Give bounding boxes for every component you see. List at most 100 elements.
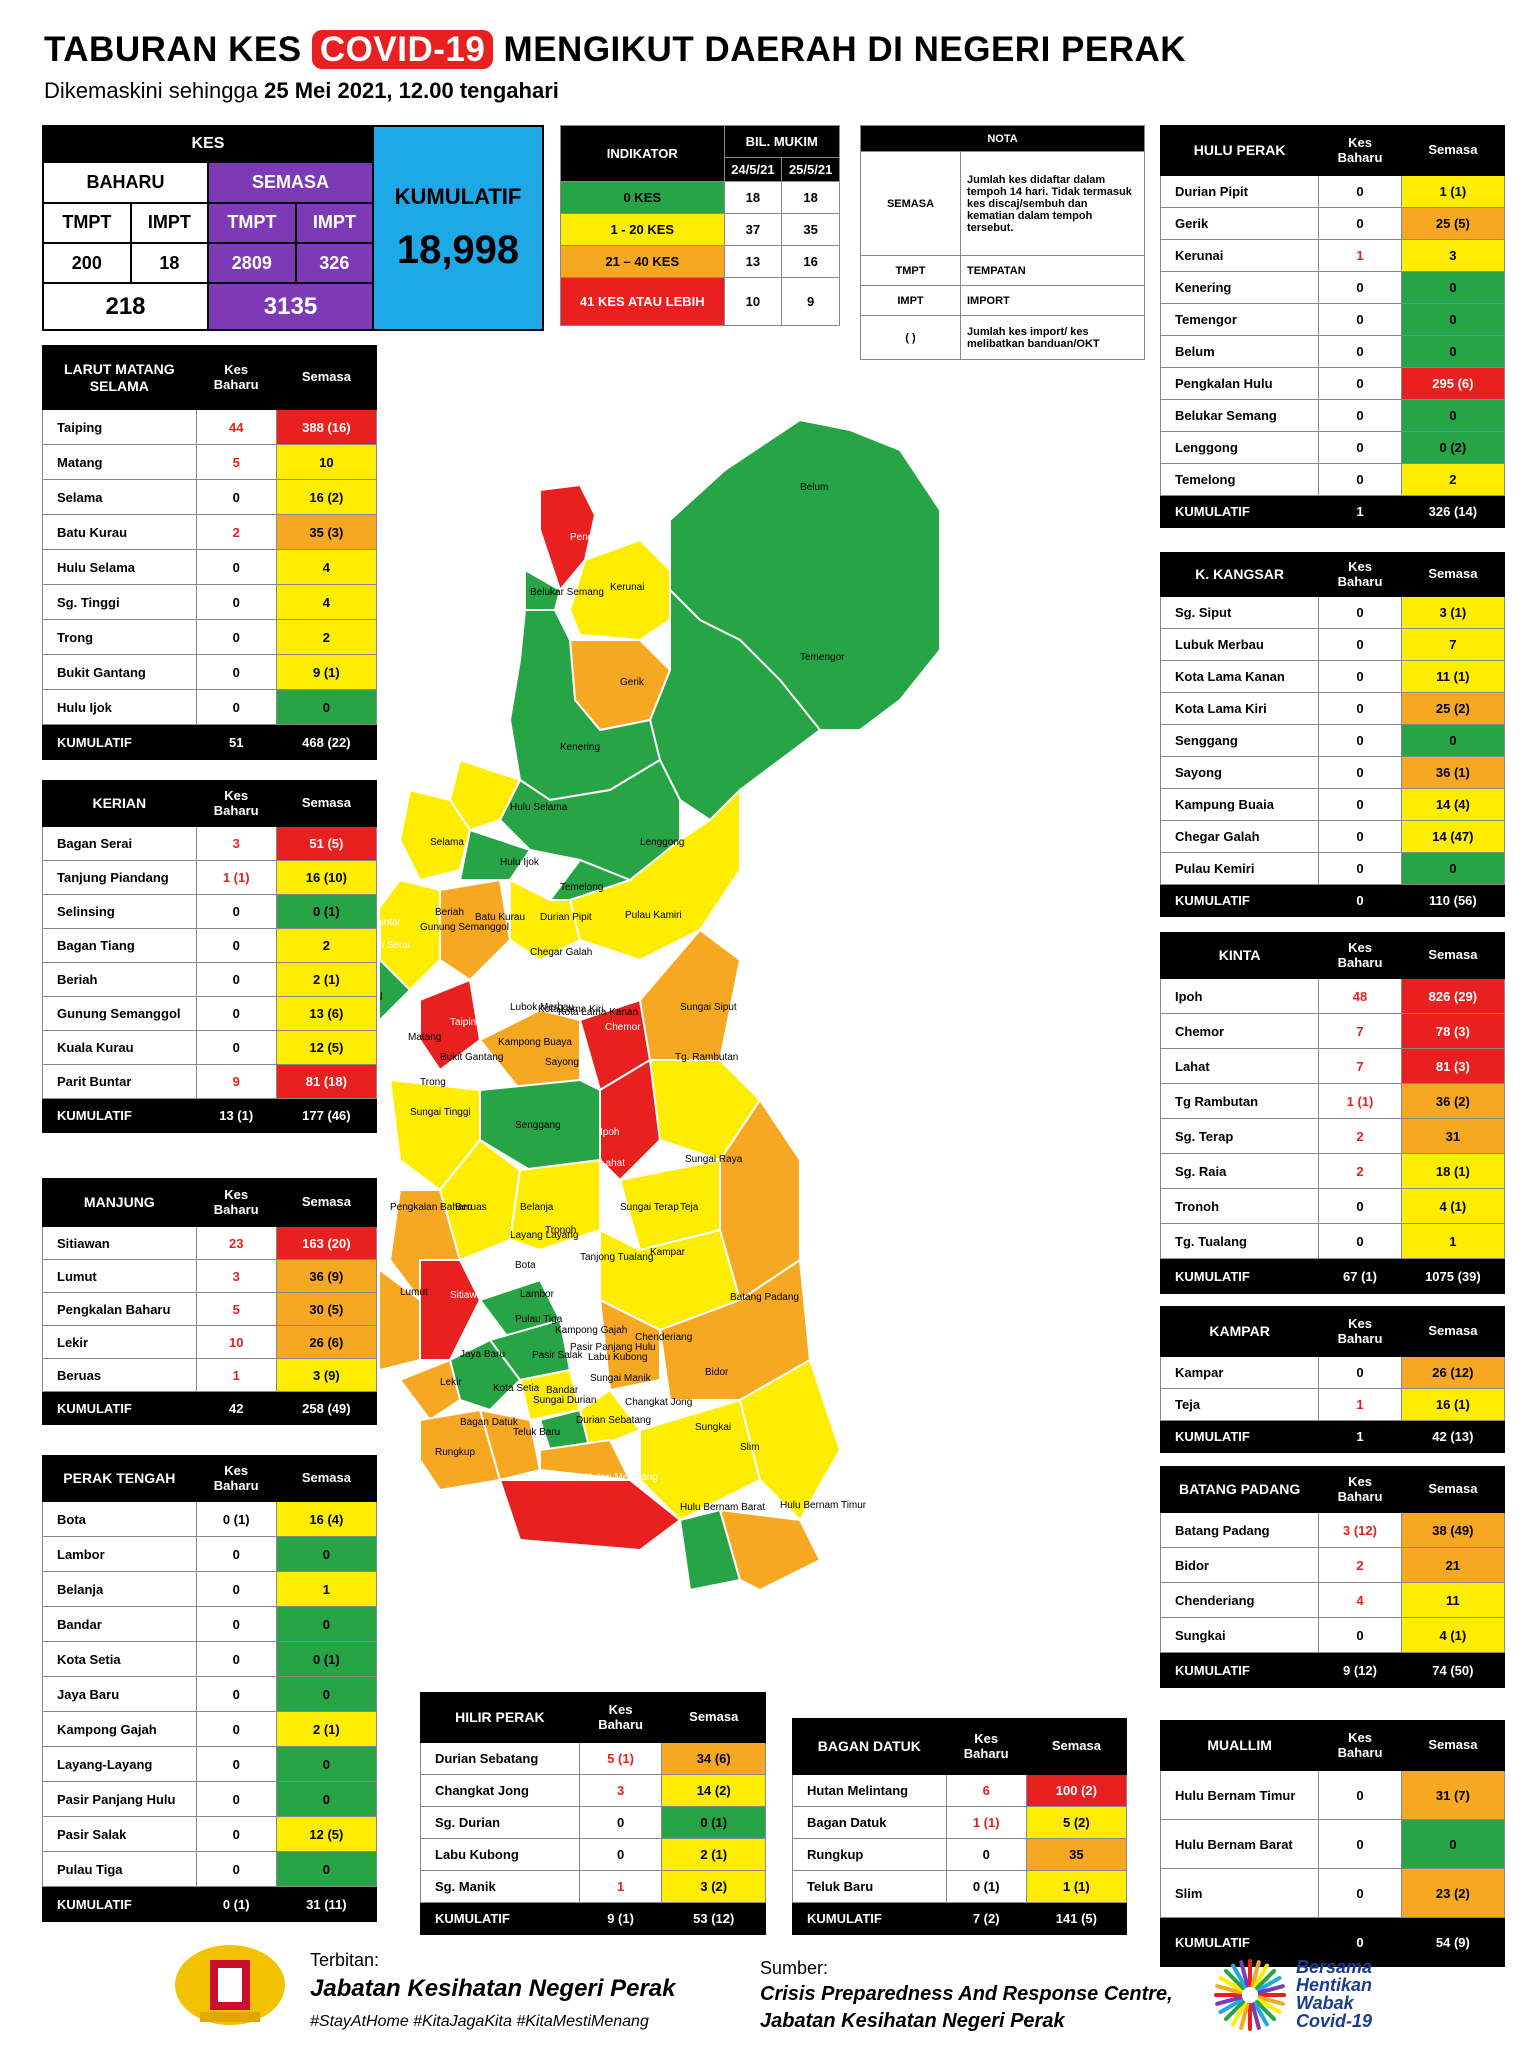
mukim-name: Sg. Raia bbox=[1159, 1153, 1320, 1189]
kumulatif-row: KUMULATIF 13 (1) 177 (46) bbox=[42, 1098, 378, 1133]
kes-baharu-value: 5 bbox=[195, 444, 277, 480]
map-label: Bagan Serai bbox=[380, 940, 410, 951]
kes-baharu-value: 1 bbox=[195, 1358, 277, 1392]
kumulatif-semasa: 177 (46) bbox=[275, 1098, 378, 1133]
district-name: BATANG PADANG bbox=[1159, 1466, 1320, 1513]
kes-baharu-value: 0 bbox=[195, 1571, 277, 1607]
mukim-name: Belum bbox=[1159, 335, 1320, 368]
map-region-ipoh bbox=[599, 1058, 662, 1182]
mukim-name: Sg. Durian bbox=[420, 1806, 580, 1839]
map-label: Pulau Kamiri bbox=[625, 910, 682, 921]
semasa-value: 13 (6) bbox=[275, 996, 378, 1031]
col-semasa: Semasa bbox=[1400, 125, 1506, 176]
mukim-name: Beriah bbox=[42, 962, 197, 997]
mukim-name: Gerik bbox=[1159, 207, 1320, 240]
table-row: Gerik 0 25 (5) bbox=[1159, 207, 1506, 240]
kes-baharu-value: 0 bbox=[195, 1816, 277, 1852]
kumulatif-row: KUMULATIF 9 (1) 53 (12) bbox=[420, 1902, 766, 1935]
map-label: Jaya Baru bbox=[460, 1349, 505, 1360]
kes-baharu-value: 7 bbox=[1318, 1013, 1402, 1049]
mukim-name: Tronoh bbox=[1159, 1188, 1320, 1224]
table-row: Belum 0 0 bbox=[1159, 335, 1506, 368]
indicator-value-24: 13 bbox=[723, 245, 783, 278]
indicator-panel: INDIKATOR BIL. MUKIM 24/5/21 25/5/21 0 KES… bbox=[560, 125, 841, 326]
kumulatif-baharu: 13 (1) bbox=[195, 1098, 277, 1133]
map-label: Teluk Baru bbox=[513, 1427, 560, 1438]
semasa-value: 826 (29) bbox=[1400, 978, 1506, 1014]
district-name: HILIR PERAK bbox=[420, 1692, 580, 1743]
semasa-value: 2 bbox=[1400, 463, 1506, 496]
mukim-name: Sg. Tinggi bbox=[42, 584, 197, 620]
kumulatif-baharu: 51 bbox=[195, 724, 277, 760]
col-semasa: Semasa bbox=[275, 780, 378, 827]
map-label: Trong bbox=[420, 1077, 446, 1088]
table-row: Matang 5 10 bbox=[42, 444, 378, 480]
map-label: Chenderiang bbox=[635, 1332, 692, 1343]
mukim-name: Kenering bbox=[1159, 271, 1320, 304]
table-row: Kampung Buaia 0 14 (4) bbox=[1159, 788, 1506, 821]
kes-baharu-value: 3 (12) bbox=[1318, 1512, 1402, 1548]
sumber-label: Sumber: bbox=[760, 1958, 829, 1978]
map-label: Tronoh bbox=[545, 1225, 576, 1236]
semasa-value: 0 bbox=[1400, 1819, 1506, 1869]
table-row: Lenggong 0 0 (2) bbox=[1159, 431, 1506, 464]
kes-baharu-value: 0 bbox=[195, 1851, 277, 1887]
map-region-hulu-selama bbox=[448, 758, 522, 832]
semasa-value: 16 (2) bbox=[275, 479, 378, 515]
district-table-kampar: KAMPAR Kes Baharu Semasa Kampar 0 26 (12) Teja… bbox=[1159, 1306, 1506, 1453]
semasa-value: 11 bbox=[1400, 1582, 1506, 1618]
map-label: Lumut bbox=[400, 1287, 428, 1298]
col-semasa: Semasa bbox=[275, 1455, 378, 1502]
semasa-value: 388 (16) bbox=[275, 409, 378, 445]
semasa-value: 11 (1) bbox=[1400, 660, 1506, 693]
kumulatif-label: KUMULATIF bbox=[1159, 884, 1320, 917]
map-label: Labu Kubong bbox=[588, 1352, 648, 1363]
mukim-name: Teluk Baru bbox=[792, 1870, 947, 1903]
semasa-value: 2 (1) bbox=[275, 962, 378, 997]
district-name: KERIAN bbox=[42, 780, 197, 827]
kes-baharu-value: 1 bbox=[578, 1870, 663, 1903]
mukim-name: Kerunai bbox=[1159, 239, 1320, 272]
table-row: Belukar Semang 0 0 bbox=[1159, 399, 1506, 432]
map-label: Pengkalan Hulu bbox=[570, 532, 641, 543]
map-label: Lambor bbox=[520, 1289, 555, 1300]
map-regions bbox=[380, 418, 941, 1592]
map-label: Kenering bbox=[560, 742, 600, 753]
mukim-name: Tg. Tualang bbox=[1159, 1223, 1320, 1259]
mukim-name: Bota bbox=[42, 1501, 197, 1537]
district-table-hulu-perak: HULU PERAK Kes Baharu Semasa Durian Pipit 0 1… bbox=[1159, 125, 1506, 528]
mukim-name: Ipoh bbox=[1159, 978, 1320, 1014]
col-kes-baharu: Kes Baharu bbox=[945, 1718, 1027, 1775]
semasa-value: 18 (1) bbox=[1400, 1153, 1506, 1189]
semasa-value: 295 (6) bbox=[1400, 367, 1506, 400]
kumulatif-row: KUMULATIF 9 (12) 74 (50) bbox=[1159, 1652, 1506, 1688]
perak-map: Belum Temengor Pengkalan Hulu Belukar Seman… bbox=[380, 418, 941, 1592]
mukim-name: Pengkalan Hulu bbox=[1159, 367, 1320, 400]
kes-baharu-value: 0 bbox=[195, 928, 277, 963]
kumulatif-baharu: 7 (2) bbox=[945, 1902, 1027, 1935]
table-row: Pasir Panjang Hulu 0 0 bbox=[42, 1781, 378, 1817]
map-label: Kota Lama Kanan bbox=[558, 1007, 638, 1018]
semasa-value: 30 (5) bbox=[275, 1292, 378, 1326]
map-label: Batang Padang bbox=[730, 1292, 799, 1303]
nota-key: TMPT bbox=[860, 255, 961, 286]
semasa-value: 1 bbox=[275, 1571, 378, 1607]
nota-key: ( ) bbox=[860, 315, 961, 360]
map-label: Tg. Rambutan bbox=[675, 1052, 738, 1063]
mukim-name: Kota Setia bbox=[42, 1641, 197, 1677]
district-table-larut-matang-selama: LARUT MATANG SELAMA Kes Baharu Semasa Taipi… bbox=[42, 345, 378, 760]
map-label: Hulu Ijok bbox=[500, 857, 540, 868]
indicator-value-24: 18 bbox=[723, 181, 783, 214]
table-row: Lambor 0 0 bbox=[42, 1536, 378, 1572]
indicator-value-25: 9 bbox=[781, 277, 840, 326]
map-label: Gerik bbox=[620, 677, 645, 688]
kes-baharu-value: 9 bbox=[195, 1064, 277, 1099]
map-label: Tanjong Tualang bbox=[580, 1252, 653, 1263]
map-region-slim bbox=[738, 1358, 842, 1522]
mukim-name: Temelong bbox=[1159, 463, 1320, 496]
mukim-name: Sungkai bbox=[1159, 1617, 1320, 1653]
map-label: Sungai Durian bbox=[533, 1395, 596, 1406]
semasa-value: 4 bbox=[275, 584, 378, 620]
col-semasa: Semasa bbox=[275, 345, 378, 410]
table-row: Temengor 0 0 bbox=[1159, 303, 1506, 336]
